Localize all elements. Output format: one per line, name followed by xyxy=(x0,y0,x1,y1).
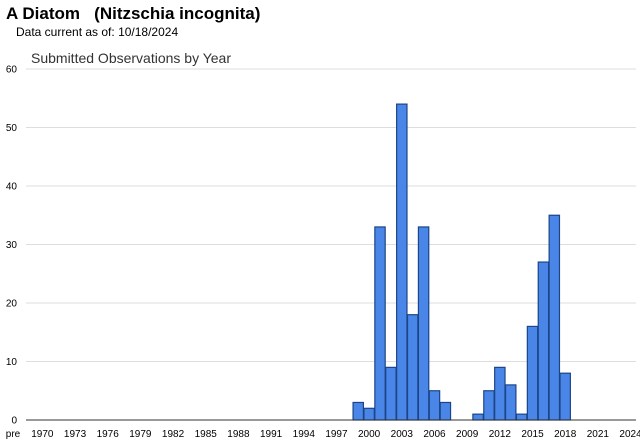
x-tick-label: 1970 xyxy=(31,429,54,440)
tick-layer: 0 10 20 30 40 50 60 pre 1970 1973 1976 1979 1982 1985… xyxy=(6,65,640,441)
bar-2013[interactable] xyxy=(504,384,517,421)
x-tick-label: 2009 xyxy=(456,429,479,440)
y-tick-label: 30 xyxy=(6,240,18,251)
x-tick-label: 2015 xyxy=(521,429,544,440)
chart-header: A Diatom (Nitzschia incognita) xyxy=(6,4,260,24)
x-tick-label: 1973 xyxy=(64,429,87,440)
y-tick-label: 60 xyxy=(6,65,18,76)
x-tick-label: 1991 xyxy=(260,429,283,440)
x-tick-label: 2021 xyxy=(587,429,610,440)
bar-2004[interactable] xyxy=(406,314,419,421)
bar-2012[interactable] xyxy=(494,366,506,421)
x-tick-label: 2000 xyxy=(358,429,381,440)
data-current-label: Data current as of: xyxy=(16,25,115,39)
x-tick-label: 1997 xyxy=(325,429,348,440)
grid-layer xyxy=(26,68,636,362)
x-tick-label: 2018 xyxy=(554,429,577,440)
bar-2001[interactable] xyxy=(374,226,386,421)
x-tick-label: 1994 xyxy=(293,429,316,440)
x-tick-label: pre xyxy=(6,429,21,440)
bar-2016[interactable] xyxy=(537,261,550,421)
x-tick-label: 1988 xyxy=(227,429,250,440)
bar-2007[interactable] xyxy=(439,401,452,421)
bar-1999[interactable] xyxy=(352,401,365,421)
bar-2015[interactable] xyxy=(526,325,539,421)
bar-2011[interactable] xyxy=(483,390,495,421)
x-tick-label: 1985 xyxy=(195,429,218,440)
bar-2005[interactable] xyxy=(417,226,430,421)
x-tick-label: 2006 xyxy=(423,429,446,440)
bar-layer xyxy=(352,103,571,421)
bar-2014[interactable] xyxy=(515,413,528,421)
species-title: A Diatom (Nitzschia incognita) xyxy=(6,4,261,23)
bar-2006[interactable] xyxy=(428,390,441,421)
x-tick-label: 2024 xyxy=(619,429,640,440)
bar-2010[interactable] xyxy=(472,413,484,421)
data-current-note: Data current as of: 10/18/2024 xyxy=(16,25,178,39)
bar-2018[interactable] xyxy=(559,372,571,421)
x-tick-label: 2012 xyxy=(489,429,512,440)
y-tick-label: 40 xyxy=(6,182,18,193)
x-tick-label: 1982 xyxy=(162,429,185,440)
bar-2017[interactable] xyxy=(548,214,561,421)
y-tick-label: 50 xyxy=(6,123,18,134)
data-current-date: 10/18/2024 xyxy=(118,25,179,39)
bar-2000[interactable] xyxy=(363,407,375,421)
x-tick-label: 2003 xyxy=(391,429,414,440)
x-tick-label: 1979 xyxy=(129,429,152,440)
y-tick-label: 20 xyxy=(6,299,18,310)
y-tick-label: 10 xyxy=(6,357,18,368)
bar-2002[interactable] xyxy=(385,366,397,421)
bar-2003[interactable] xyxy=(396,103,408,421)
x-tick-label: 1976 xyxy=(97,429,120,440)
chart-title: Submitted Observations by Year xyxy=(31,50,231,66)
y-tick-label: 0 xyxy=(11,416,17,427)
